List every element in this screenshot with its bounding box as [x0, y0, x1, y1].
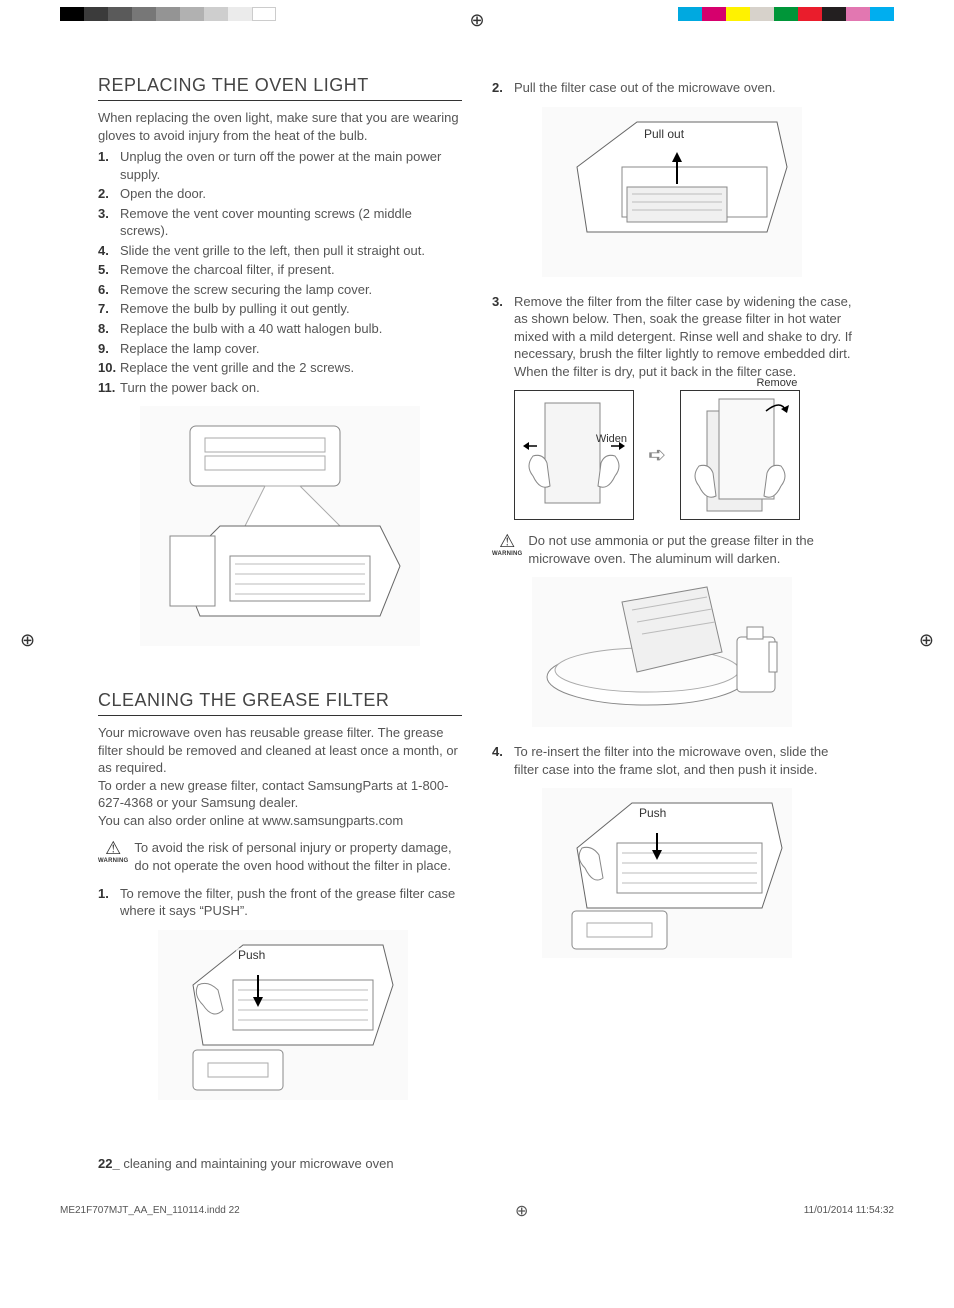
- color-swatches: [678, 7, 894, 21]
- step-item: Turn the power back on.: [98, 379, 462, 397]
- grease-step-2: Pull the filter case out of the microwav…: [492, 79, 856, 97]
- warning-box-1: ⚠WARNING To avoid the risk of personal i…: [98, 839, 462, 874]
- swatch: [204, 7, 228, 21]
- swatch: [678, 7, 702, 21]
- swatch: [132, 7, 156, 21]
- warning-text-2: Do not use ammonia or put the grease fil…: [528, 532, 856, 567]
- swatch: [84, 7, 108, 21]
- registration-mark-bottom: ⊕: [515, 1201, 528, 1221]
- warning-icon: ⚠WARNING: [492, 532, 522, 567]
- grease-p2: To order a new grease filter, contact Sa…: [98, 777, 462, 812]
- step-item: Replace the bulb with a 40 watt halogen …: [98, 320, 462, 338]
- grease-step-3: Remove the filter from the filter case b…: [492, 293, 856, 381]
- warning-icon: ⚠WARNING: [98, 839, 128, 874]
- label-remove: Remove: [756, 377, 797, 389]
- swatch: [702, 7, 726, 21]
- left-column: REPLACING THE OVEN LIGHT When replacing …: [98, 75, 462, 1116]
- swatch: [726, 7, 750, 21]
- right-column: Pull the filter case out of the microwav…: [492, 75, 856, 1116]
- swatch: [750, 7, 774, 21]
- step-item: Slide the vent grille to the left, then …: [98, 242, 462, 260]
- figure-oven-light: [140, 406, 420, 646]
- swatch: [108, 7, 132, 21]
- arrow-icon: ➪: [648, 442, 666, 468]
- label-push-2: Push: [637, 806, 668, 820]
- registration-mark-left: ⊕: [20, 630, 35, 651]
- warning-label: WARNING: [492, 551, 522, 557]
- step-item: Open the door.: [98, 185, 462, 203]
- heading-cleaning-grease-filter: CLEANING THE GREASE FILTER: [98, 690, 462, 716]
- right-step-4-list: To re-insert the filter into the microwa…: [492, 743, 856, 778]
- label-pull-out: Pull out: [642, 127, 686, 141]
- step-item: Unplug the oven or turn off the power at…: [98, 148, 462, 183]
- warning-text-1: To avoid the risk of personal injury or …: [134, 839, 462, 874]
- indd-filename: ME21F707MJT_AA_EN_110114.indd 22: [60, 1205, 240, 1216]
- right-steps: Pull the filter case out of the microwav…: [492, 79, 856, 97]
- warning-box-2: ⚠WARNING Do not use ammonia or put the g…: [492, 532, 856, 567]
- swatch: [252, 7, 276, 21]
- label-widen: Widen: [596, 433, 627, 445]
- registration-mark-top: ⊕: [469, 10, 484, 31]
- print-datetime: 11/01/2014 11:54:32: [804, 1205, 894, 1216]
- swatch: [156, 7, 180, 21]
- step-item: Remove the vent cover mounting screws (2…: [98, 205, 462, 240]
- figure-push-insert: Push: [542, 788, 792, 958]
- diagram-remove: Remove: [680, 390, 800, 520]
- swatch: [822, 7, 846, 21]
- page-number: 22_: [98, 1156, 120, 1171]
- diagram-widen: Widen: [514, 390, 634, 520]
- grease-step-1-list: To remove the filter, push the front of …: [98, 885, 462, 920]
- swatch: [60, 7, 84, 21]
- figure-push-filter: Push: [158, 930, 408, 1100]
- grayscale-swatches: [60, 7, 276, 21]
- figure-bowl-soak: [532, 577, 792, 727]
- step-item: Replace the lamp cover.: [98, 340, 462, 358]
- right-step-3-list: Remove the filter from the filter case b…: [492, 293, 856, 381]
- swatch: [180, 7, 204, 21]
- intro-paragraph: When replacing the oven light, make sure…: [98, 109, 462, 144]
- heading-replacing-oven-light: REPLACING THE OVEN LIGHT: [98, 75, 462, 101]
- grease-step-1: To remove the filter, push the front of …: [98, 885, 462, 920]
- warning-label: WARNING: [98, 858, 128, 864]
- grease-p3: You can also order online at www.samsung…: [98, 812, 462, 830]
- swatch: [228, 7, 252, 21]
- swatch: [798, 7, 822, 21]
- print-marks-top: ⊕: [0, 0, 954, 30]
- page-footer: 22_ cleaning and maintaining your microw…: [0, 1116, 954, 1181]
- swatch: [846, 7, 870, 21]
- grease-step-4: To re-insert the filter into the microwa…: [492, 743, 856, 778]
- widen-remove-diagrams: Widen ➪ Remove: [514, 390, 856, 520]
- step-item: Remove the screw securing the lamp cover…: [98, 281, 462, 299]
- label-push: Push: [236, 948, 267, 962]
- figure-pull-out: Pull out: [542, 107, 802, 277]
- registration-mark-right: ⊕: [919, 630, 934, 651]
- step-item: Remove the charcoal filter, if present.: [98, 261, 462, 279]
- print-footer: ME21F707MJT_AA_EN_110114.indd 22 ⊕ 11/01…: [0, 1181, 954, 1221]
- step-item: Remove the bulb by pulling it out gently…: [98, 300, 462, 318]
- page-footer-title: cleaning and maintaining your microwave …: [120, 1156, 394, 1171]
- step-item: Replace the vent grille and the 2 screws…: [98, 359, 462, 377]
- oven-light-steps: Unplug the oven or turn off the power at…: [98, 148, 462, 396]
- swatch: [870, 7, 894, 21]
- swatch: [774, 7, 798, 21]
- grease-p1: Your microwave oven has reusable grease …: [98, 724, 462, 777]
